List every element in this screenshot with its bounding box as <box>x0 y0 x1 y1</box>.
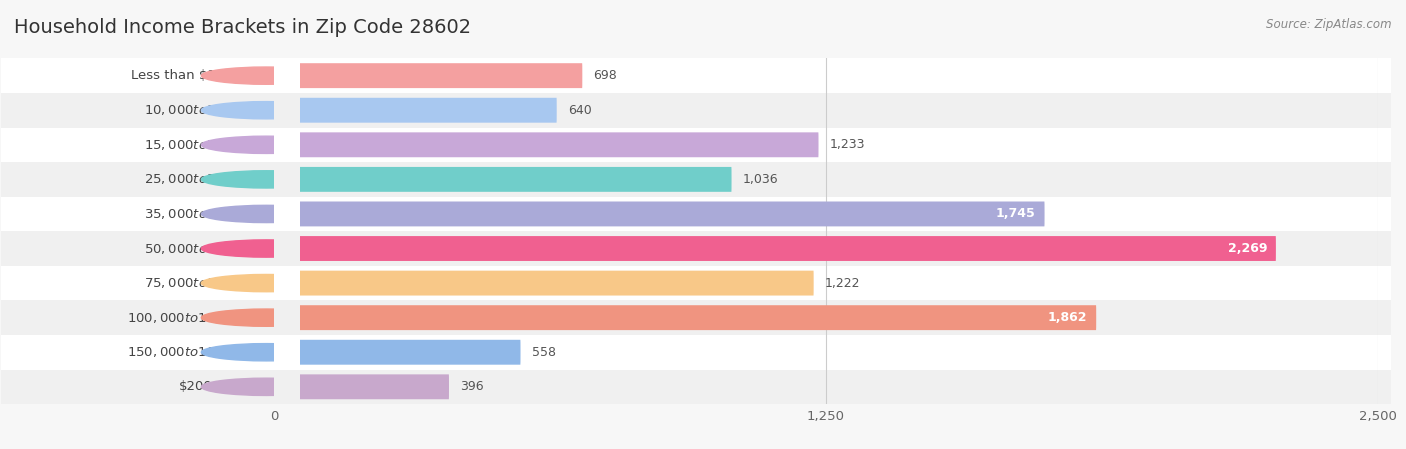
FancyBboxPatch shape <box>262 370 1391 404</box>
FancyBboxPatch shape <box>274 202 1045 226</box>
FancyBboxPatch shape <box>262 128 1391 162</box>
FancyBboxPatch shape <box>274 132 818 157</box>
Text: 1,233: 1,233 <box>830 138 865 151</box>
FancyBboxPatch shape <box>274 167 731 192</box>
Text: $150,000 to $199,999: $150,000 to $199,999 <box>127 345 253 359</box>
Circle shape <box>201 240 332 257</box>
Text: 1,036: 1,036 <box>742 173 778 186</box>
Text: $25,000 to $34,999: $25,000 to $34,999 <box>143 172 253 186</box>
Circle shape <box>201 309 332 326</box>
FancyBboxPatch shape <box>1 335 301 370</box>
FancyBboxPatch shape <box>274 236 1275 261</box>
FancyBboxPatch shape <box>274 271 814 295</box>
FancyBboxPatch shape <box>262 58 1391 93</box>
Text: $35,000 to $49,999: $35,000 to $49,999 <box>143 207 253 221</box>
Circle shape <box>201 274 332 292</box>
FancyBboxPatch shape <box>274 98 557 123</box>
Circle shape <box>201 136 332 154</box>
Circle shape <box>201 101 332 119</box>
FancyBboxPatch shape <box>1 197 301 231</box>
FancyBboxPatch shape <box>1 58 301 93</box>
Text: $50,000 to $74,999: $50,000 to $74,999 <box>143 242 253 255</box>
Text: 640: 640 <box>568 104 592 117</box>
FancyBboxPatch shape <box>262 231 1391 266</box>
FancyBboxPatch shape <box>1 266 301 300</box>
FancyBboxPatch shape <box>262 162 1391 197</box>
FancyBboxPatch shape <box>1 300 301 335</box>
Circle shape <box>201 343 332 361</box>
FancyBboxPatch shape <box>262 266 1391 300</box>
Text: $15,000 to $24,999: $15,000 to $24,999 <box>143 138 253 152</box>
Text: $200,000+: $200,000+ <box>180 380 253 393</box>
FancyBboxPatch shape <box>262 93 1391 128</box>
Circle shape <box>201 67 332 84</box>
Text: $100,000 to $149,999: $100,000 to $149,999 <box>127 311 253 325</box>
Text: $10,000 to $14,999: $10,000 to $14,999 <box>143 103 253 117</box>
Text: Less than $10,000: Less than $10,000 <box>131 69 253 82</box>
Text: $75,000 to $99,999: $75,000 to $99,999 <box>143 276 253 290</box>
FancyBboxPatch shape <box>274 374 449 399</box>
Text: 1,222: 1,222 <box>825 277 860 290</box>
Text: 1,862: 1,862 <box>1047 311 1087 324</box>
Text: 698: 698 <box>593 69 617 82</box>
Text: 558: 558 <box>531 346 555 359</box>
FancyBboxPatch shape <box>274 63 582 88</box>
Text: Household Income Brackets in Zip Code 28602: Household Income Brackets in Zip Code 28… <box>14 18 471 37</box>
Text: Source: ZipAtlas.com: Source: ZipAtlas.com <box>1267 18 1392 31</box>
Circle shape <box>201 205 332 223</box>
Text: 1,745: 1,745 <box>995 207 1036 220</box>
FancyBboxPatch shape <box>1 231 301 266</box>
Text: 396: 396 <box>460 380 484 393</box>
FancyBboxPatch shape <box>262 197 1391 231</box>
Circle shape <box>201 171 332 188</box>
FancyBboxPatch shape <box>1 162 301 197</box>
Text: 2,269: 2,269 <box>1227 242 1267 255</box>
FancyBboxPatch shape <box>274 340 520 365</box>
FancyBboxPatch shape <box>1 370 301 404</box>
FancyBboxPatch shape <box>262 300 1391 335</box>
FancyBboxPatch shape <box>1 93 301 128</box>
FancyBboxPatch shape <box>274 305 1097 330</box>
FancyBboxPatch shape <box>262 335 1391 370</box>
Circle shape <box>201 378 332 396</box>
FancyBboxPatch shape <box>1 128 301 162</box>
